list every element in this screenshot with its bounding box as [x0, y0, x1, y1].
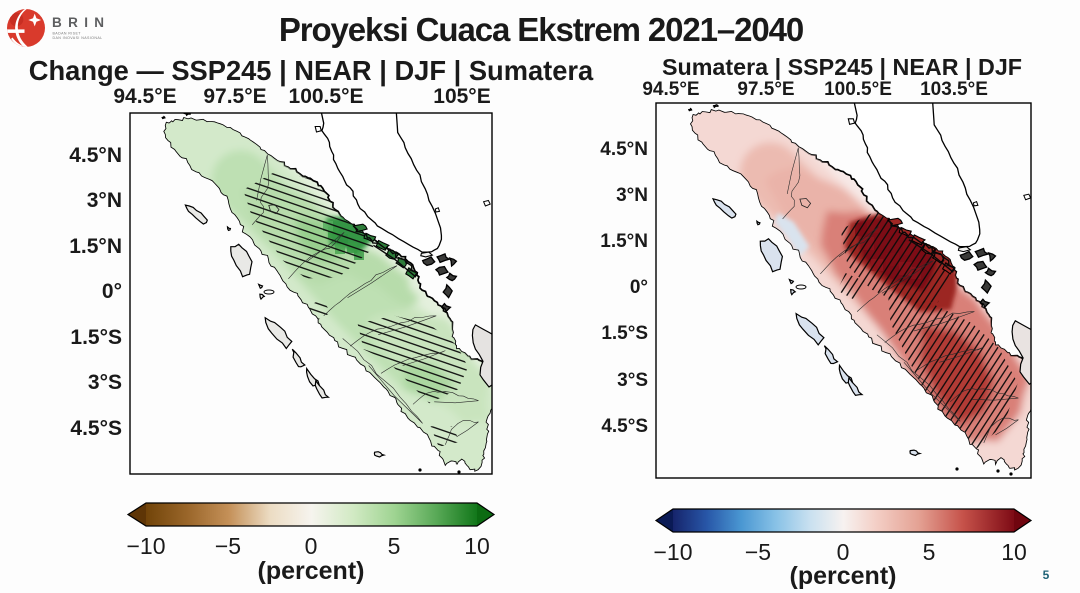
svg-text:3°N: 3°N: [616, 185, 648, 206]
svg-text:0°: 0°: [102, 280, 122, 303]
svg-text:Change — SSP245 | NEAR | DJF |: Change — SSP245 | NEAR | DJF | Sumatera: [29, 55, 594, 86]
svg-text:94.5°E: 94.5°E: [113, 85, 176, 108]
svg-text:3°N: 3°N: [87, 189, 122, 212]
svg-text:B R I N: B R I N: [52, 15, 105, 30]
svg-text:Proyeksi Cuaca Ekstrem 2021–20: Proyeksi Cuaca Ekstrem 2021–2040: [279, 11, 803, 48]
svg-text:97.5°E: 97.5°E: [737, 79, 794, 100]
svg-text:100.5°E: 100.5°E: [824, 79, 892, 100]
svg-text:4.5°S: 4.5°S: [70, 417, 122, 440]
svg-text:−10: −10: [653, 539, 692, 565]
svg-text:BADAN RISET: BADAN RISET: [53, 32, 82, 36]
svg-text:(percent): (percent): [790, 562, 897, 590]
svg-text:Sumatera | SSP245 | NEAR | DJF: Sumatera | SSP245 | NEAR | DJF: [662, 54, 1022, 80]
svg-text:5: 5: [1043, 568, 1050, 582]
svg-text:10: 10: [1001, 539, 1027, 565]
svg-text:4.5°N: 4.5°N: [600, 139, 648, 160]
svg-text:10: 10: [464, 533, 490, 559]
svg-text:1.5°S: 1.5°S: [601, 323, 648, 344]
svg-text:0°: 0°: [630, 277, 648, 298]
svg-text:100.5°E: 100.5°E: [289, 85, 364, 108]
svg-text:−10: −10: [126, 533, 165, 559]
svg-text:−5: −5: [745, 539, 771, 565]
svg-text:5: 5: [388, 533, 401, 559]
svg-text:1.5°N: 1.5°N: [600, 231, 648, 252]
svg-text:97.5°E: 97.5°E: [203, 85, 266, 108]
svg-text:103.5°E: 103.5°E: [920, 79, 988, 100]
svg-text:4.5°S: 4.5°S: [601, 416, 648, 437]
svg-text:105°E: 105°E: [433, 85, 490, 108]
svg-text:3°S: 3°S: [88, 371, 122, 394]
svg-text:DAN INOVASI NASIONAL: DAN INOVASI NASIONAL: [53, 36, 103, 40]
svg-text:4.5°N: 4.5°N: [69, 144, 122, 167]
svg-text:3°S: 3°S: [617, 370, 648, 391]
svg-text:1.5°N: 1.5°N: [69, 235, 122, 258]
svg-text:(percent): (percent): [258, 557, 365, 585]
svg-text:−5: −5: [215, 533, 241, 559]
svg-text:1.5°S: 1.5°S: [70, 326, 122, 349]
svg-text:0: 0: [305, 533, 318, 559]
svg-text:94.5°E: 94.5°E: [642, 79, 699, 100]
svg-text:5: 5: [923, 539, 936, 565]
svg-text:0: 0: [837, 539, 850, 565]
